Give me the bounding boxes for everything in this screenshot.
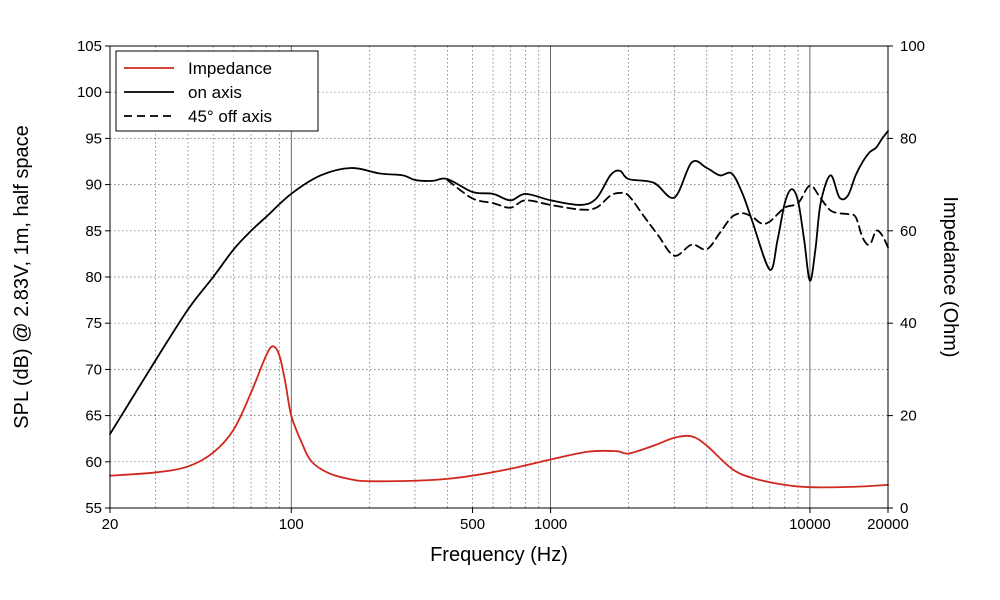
- on-axis-line: [109, 130, 889, 435]
- y-tick-label: 70: [85, 361, 102, 378]
- plot-frame: [109, 45, 889, 509]
- off-axis-line: [446, 179, 889, 257]
- y2-tick-label: 40: [900, 315, 917, 332]
- x-tick-label: 100: [279, 516, 304, 533]
- legend-box: [115, 50, 319, 132]
- x-tick-label: 20: [102, 516, 119, 533]
- y-tick-label: 80: [85, 269, 102, 286]
- y-tick-label: 65: [85, 408, 102, 425]
- x-tick-label: 10000: [789, 516, 831, 533]
- y-tick-label: 90: [85, 177, 102, 194]
- y-tick-label: 55: [85, 500, 102, 517]
- grid: [110, 46, 888, 508]
- y2-tick-label: 100: [900, 38, 925, 55]
- x-tick-label: 20000: [867, 516, 909, 533]
- y-tick-label: 85: [85, 223, 102, 240]
- y-tick-label: 100: [77, 84, 102, 101]
- y-tick-label: 60: [85, 454, 102, 471]
- y2-tick-label: 20: [900, 408, 917, 425]
- legend: Impedance on axis 45° off axis: [115, 50, 319, 132]
- ticks: 55 60 65 70 75 80 85 90 95 100 105 0 20 40 60 80 100 20 10…: [77, 38, 925, 533]
- y2-tick-label: 60: [900, 223, 917, 240]
- y-axis-title: SPL (dB) @ 2.83V, 1m, half space: [11, 125, 33, 428]
- series-lines: [109, 130, 889, 489]
- legend-label-on-axis: on axis: [188, 83, 242, 102]
- x-tick-label: 1000: [534, 516, 567, 533]
- y-tick-label: 105: [77, 38, 102, 55]
- y2-axis-title: Impedance (Ohm): [939, 196, 961, 357]
- x-tick-label: 500: [460, 516, 485, 533]
- impedance-line: [109, 345, 889, 489]
- x-axis-title: Frequency (Hz): [430, 544, 568, 566]
- y-tick-label: 95: [85, 130, 102, 147]
- legend-label-off-axis: 45° off axis: [188, 107, 272, 126]
- y-tick-label: 75: [85, 315, 102, 332]
- y2-tick-label: 0: [900, 500, 908, 517]
- legend-label-impedance: Impedance: [188, 59, 272, 78]
- y2-tick-label: 80: [900, 130, 917, 147]
